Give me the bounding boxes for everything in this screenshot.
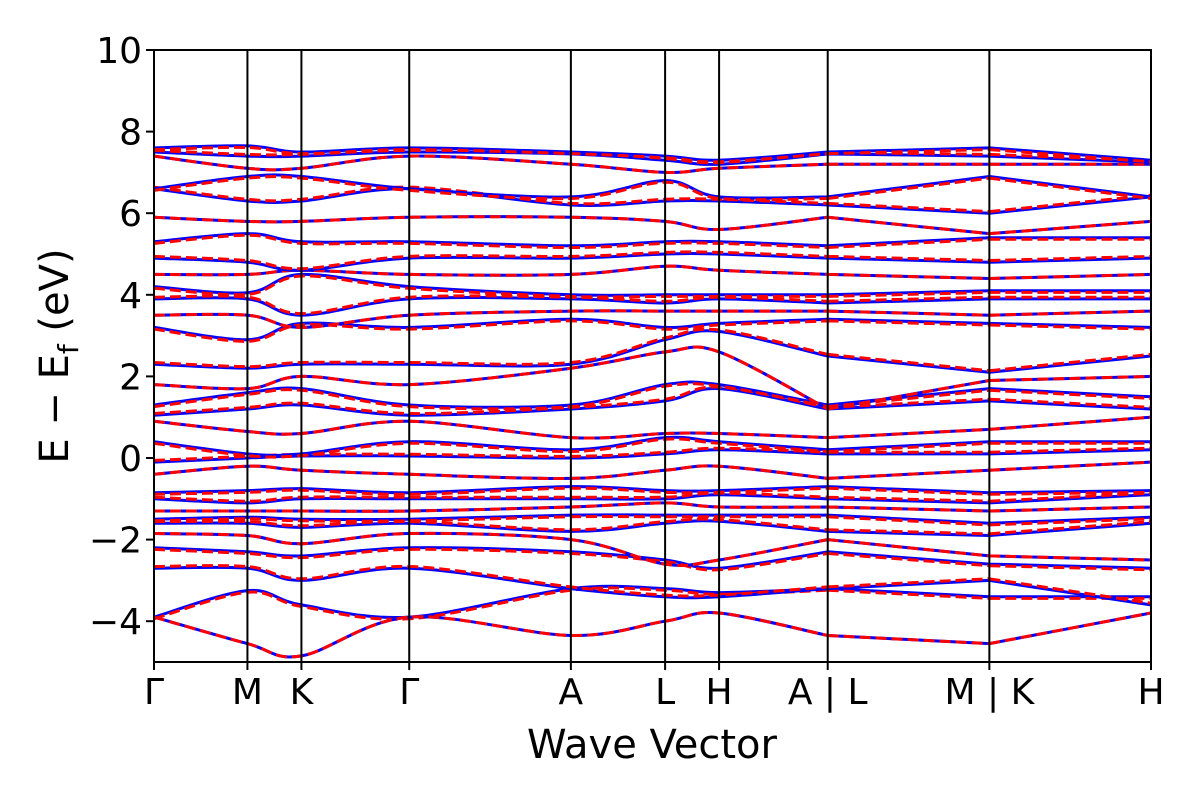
band-dashed-line (154, 547, 1151, 572)
x-tick-label: M (232, 672, 263, 713)
band-solid-line (154, 251, 1151, 272)
y-tick-label: 2 (119, 357, 142, 398)
band-dashed-line (154, 531, 1151, 567)
band-solid-line (154, 546, 1151, 570)
x-tick-label: L (655, 672, 675, 713)
band-dashed-line (154, 382, 1151, 411)
band-dashed-line (154, 514, 1151, 527)
x-tick-label: Γ (144, 672, 164, 713)
band-dashed-line (154, 564, 1151, 605)
x-tick-label: Γ (399, 672, 419, 713)
band-solid-line (154, 565, 1151, 607)
band-dashed-line (154, 319, 1151, 343)
x-tick-label: A | L (788, 672, 868, 713)
band-solid-line (154, 611, 1151, 659)
band-solid-line (154, 513, 1151, 525)
x-tick-label: M | K (945, 672, 1036, 713)
band-dashed-line (154, 274, 1151, 299)
plot-frame (153, 49, 1152, 663)
y-axis-label-sub: f (52, 343, 85, 354)
x-axis-label: Wave Vector (527, 722, 778, 768)
y-tick-label: −2 (89, 521, 142, 562)
band-dashed-line (154, 327, 1151, 373)
band-dashed-line (154, 415, 1151, 440)
y-tick-label: 8 (119, 113, 142, 154)
band-lines (154, 144, 1151, 659)
k-point-separators (246, 50, 991, 662)
band-dashed-line (154, 154, 1151, 174)
y-axis-label-main: E − E (32, 354, 78, 464)
band-solid-line (154, 584, 1151, 620)
band-dashed-line (154, 145, 1151, 164)
band-dashed-line (154, 586, 1151, 621)
x-tick-label: H (706, 672, 733, 713)
y-axis-label-unit: (eV) (32, 248, 78, 344)
band-solid-line (154, 435, 1151, 457)
y-tick-label: 10 (96, 31, 142, 72)
x-tick-label: A (559, 672, 584, 713)
band-solid-line (154, 519, 1151, 537)
band-dashed-line (154, 460, 1151, 480)
band-dashed-line (154, 175, 1151, 202)
band-dashed-line (154, 611, 1151, 659)
band-dashed-line (154, 185, 1151, 214)
band-dashed-line (154, 486, 1151, 496)
y-tick-label: 6 (119, 194, 142, 235)
band-solid-line (154, 232, 1151, 248)
band-dashed-line (154, 437, 1151, 459)
band-solid-line (154, 144, 1151, 162)
band-dashed-line (154, 517, 1151, 536)
y-axis: −4 −2 0 2 4 6 8 10 (89, 31, 154, 643)
y-tick-label: −4 (89, 602, 142, 643)
band-solid-line (154, 387, 1151, 417)
band-dashed-line (154, 309, 1151, 329)
y-tick-label: 0 (119, 439, 142, 480)
band-dashed-line (154, 501, 1151, 513)
band-dashed-line (154, 233, 1151, 250)
band-dashed-line (154, 250, 1151, 271)
y-tick-label: 4 (119, 276, 142, 317)
band-solid-line (154, 485, 1151, 495)
band-dashed-line (154, 264, 1151, 280)
x-tick-label: H (1137, 672, 1164, 713)
band-solid-line (154, 380, 1151, 409)
band-solid-line (154, 329, 1151, 374)
band-solid-line (154, 173, 1151, 200)
y-axis-label: E − Ef (eV) (32, 248, 85, 463)
band-solid-line (154, 272, 1151, 297)
band-solid-line (154, 296, 1151, 317)
band-solid-line (154, 317, 1151, 342)
band-solid-line (154, 493, 1151, 505)
x-tick-label: K (290, 672, 315, 713)
band-dashed-line (154, 215, 1151, 236)
